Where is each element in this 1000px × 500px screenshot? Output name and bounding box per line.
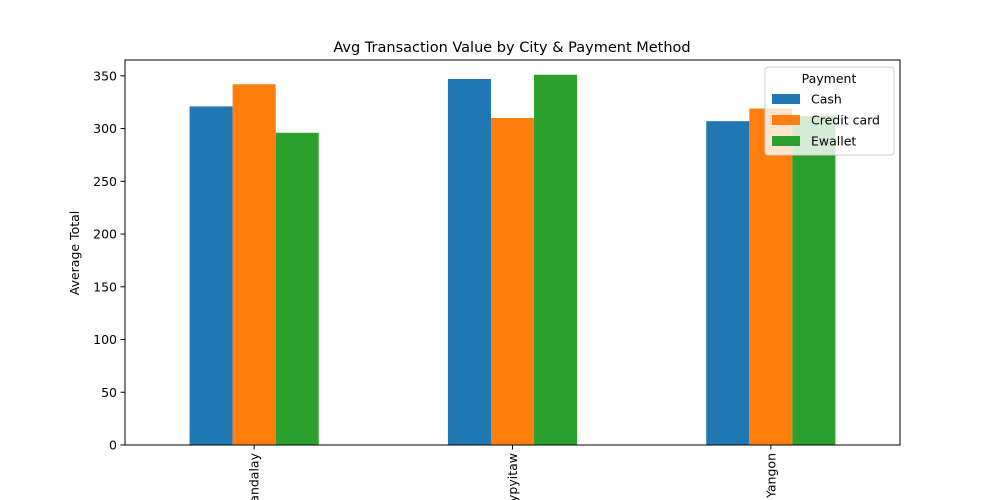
bar-credit-card-2 [749, 108, 793, 446]
x-tick-label: Mandalay [247, 452, 262, 500]
legend-title: Payment [802, 71, 857, 86]
bar-credit-card-1 [490, 118, 535, 445]
bar-cash-0 [189, 106, 233, 445]
x-tick-label: Yangon [763, 453, 778, 499]
bar-cash-2 [706, 121, 750, 446]
bar-credit-card-0 [232, 84, 276, 445]
legend-box [764, 66, 895, 156]
y-tick-label: 250 [93, 174, 117, 189]
legend: Payment Cash Credit card Ewallet [764, 66, 895, 156]
plot-frame [124, 59, 901, 446]
y-tick-label: 350 [93, 68, 117, 83]
legend-swatch [772, 115, 800, 125]
y-tick-label: 200 [93, 227, 117, 242]
y-tick-label: 150 [93, 279, 117, 294]
bar-cash-1 [447, 78, 491, 446]
chart-title: Avg Transaction Value by City & Payment … [333, 40, 690, 56]
bars-group [189, 74, 836, 446]
bar-ewallet-0 [275, 132, 319, 445]
x-tick-label: Naypyitaw [505, 453, 520, 500]
y-tick-label: 300 [93, 121, 117, 136]
y-tick-label: 50 [101, 385, 117, 400]
legend-label: Ewallet [811, 134, 856, 149]
bar-ewallet-1 [534, 74, 578, 446]
bar-ewallet-2 [792, 115, 836, 446]
y-axis-label: Average Total [67, 211, 82, 296]
x-axis: Mandalay Naypyitaw Yangon [247, 445, 778, 500]
legend-swatch [772, 94, 800, 104]
legend-label: Credit card [811, 113, 880, 128]
y-tick-label: 0 [109, 438, 117, 453]
y-tick-label: 100 [93, 332, 117, 347]
legend-swatch [772, 136, 800, 146]
legend-label: Cash [811, 92, 842, 107]
y-axis: 0 50 100 150 200 250 300 350 [93, 68, 125, 453]
